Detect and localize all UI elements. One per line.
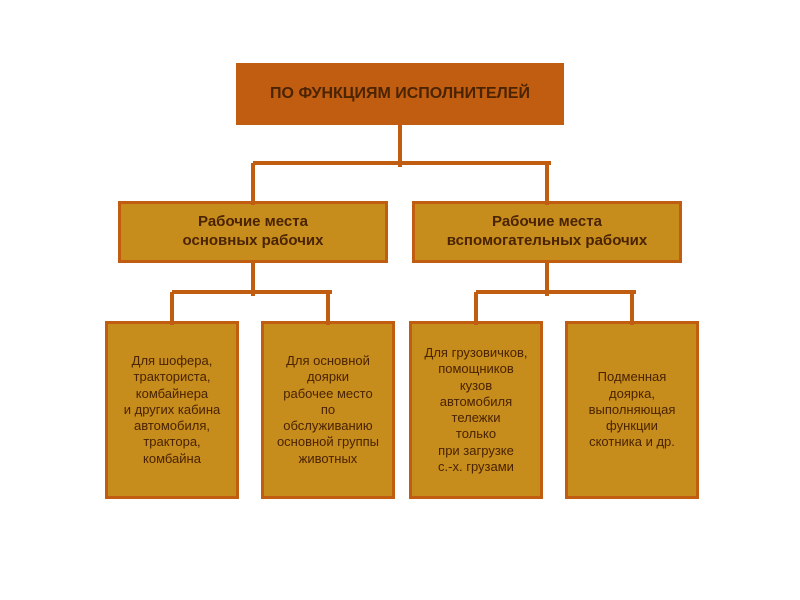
connector-horizontal xyxy=(253,161,551,165)
connector-vertical xyxy=(170,292,174,325)
connector-horizontal xyxy=(476,290,636,294)
leaf-node: Для основнойдояркирабочее местопообслужи… xyxy=(261,321,395,499)
connector-vertical xyxy=(474,292,478,325)
branch-node-support-workers: Рабочие места вспомогательных рабочих xyxy=(412,201,682,263)
branch-label-line1: Рабочие места xyxy=(183,213,324,232)
leaf-node: Для грузовичков,помощниковкузовавтомобил… xyxy=(409,321,543,499)
leaf-node: Подменнаядоярка,выполняющаяфункциискотни… xyxy=(565,321,699,499)
connector-vertical xyxy=(545,163,549,205)
leaf-node-text: Для основнойдояркирабочее местопообслужи… xyxy=(277,353,379,467)
root-node-label: ПО ФУНКЦИЯМ ИСПОЛНИТЕЛЕЙ xyxy=(270,84,530,104)
branch-label-line1: Рабочие места xyxy=(447,213,648,232)
leaf-node: Для шофера,тракториста,комбайнераи други… xyxy=(105,321,239,499)
leaf-node-text: Для грузовичков,помощниковкузовавтомобил… xyxy=(425,345,528,475)
branch-label-line2: вспомогательных рабочих xyxy=(447,232,648,251)
connector-vertical xyxy=(251,163,255,205)
connector-vertical xyxy=(630,292,634,325)
root-node: ПО ФУНКЦИЯМ ИСПОЛНИТЕЛЕЙ xyxy=(236,63,564,125)
connector-vertical xyxy=(326,292,330,325)
leaf-node-text: Для шофера,тракториста,комбайнераи други… xyxy=(124,353,220,467)
branch-label-line2: основных рабочих xyxy=(183,232,324,251)
leaf-node-text: Подменнаядоярка,выполняющаяфункциискотни… xyxy=(589,369,676,450)
connector-horizontal xyxy=(172,290,332,294)
branch-node-main-workers: Рабочие места основных рабочих xyxy=(118,201,388,263)
